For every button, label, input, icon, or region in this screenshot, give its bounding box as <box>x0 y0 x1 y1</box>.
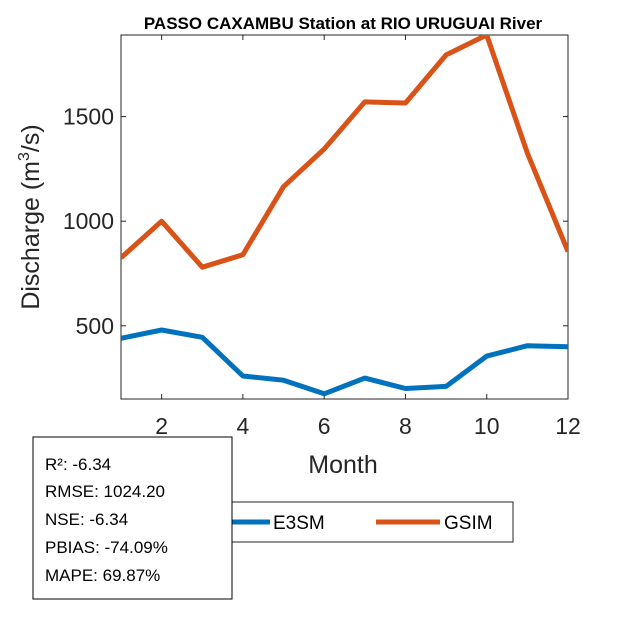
legend: E3SM GSIM <box>227 501 514 543</box>
y-axis-label: Discharge (m3/s) <box>16 124 45 309</box>
y-axis-label-end: /s) <box>17 124 45 152</box>
stats-box-frame <box>32 436 233 600</box>
stat-pbias: PBIAS: -74.09% <box>45 538 168 557</box>
x-tick-label-8: 8 <box>399 413 412 439</box>
x-tick-label-6: 6 <box>318 413 331 439</box>
x-tick-label-12: 12 <box>555 413 581 439</box>
plot-area <box>120 34 569 400</box>
stats-box: R²: -6.34 RMSE: 1024.20 NSE: -6.34 PBIAS… <box>32 436 233 600</box>
x-tick-label-10: 10 <box>474 413 500 439</box>
y-axis-label-main: Discharge (m <box>17 161 45 310</box>
legend-label-e3sm: E3SM <box>273 513 325 534</box>
series-line-gsim <box>121 35 568 270</box>
series-lines <box>121 35 568 397</box>
stat-r-squared: R²: -6.34 <box>45 455 111 474</box>
y-axis-ticks: 500 1000 1500 <box>63 104 568 339</box>
y-tick-label-1500: 1500 <box>63 104 114 130</box>
x-tick-label-4: 4 <box>237 413 250 439</box>
x-axis-ticks: 2 4 6 8 10 12 <box>155 35 581 439</box>
stat-nse: NSE: -6.34 <box>45 510 128 529</box>
x-tick-label-2: 2 <box>155 413 168 439</box>
chart-title: PASSO CAXAMBU Station at RIO URUGUAI Riv… <box>144 14 543 33</box>
stat-rmse: RMSE: 1024.20 <box>45 482 165 501</box>
x-axis-label: Month <box>308 451 377 479</box>
y-tick-label-1000: 1000 <box>63 208 114 234</box>
stat-mape: MAPE: 69.87% <box>45 566 160 585</box>
y-axis-label-superscript: 3 <box>16 152 33 161</box>
series-line-e3sm <box>121 327 568 397</box>
y-tick-label-500: 500 <box>76 313 114 339</box>
legend-label-gsim: GSIM <box>444 513 493 534</box>
